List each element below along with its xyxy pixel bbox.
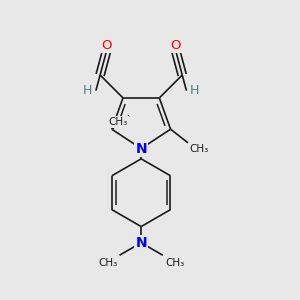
Text: CH₃: CH₃ [165,258,184,268]
Text: O: O [101,39,112,52]
Text: CH₃: CH₃ [189,144,209,154]
Text: CH₃: CH₃ [108,117,128,127]
Text: H: H [190,84,199,97]
Text: H: H [83,84,92,97]
Text: CH₃: CH₃ [98,258,117,268]
Text: O: O [170,39,181,52]
Text: N: N [135,142,147,155]
Text: N: N [135,236,147,250]
